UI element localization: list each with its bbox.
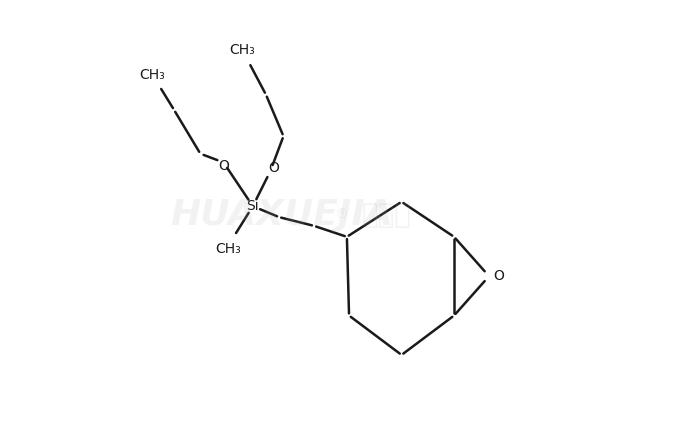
Text: 化学加: 化学加 xyxy=(361,201,411,229)
Text: O: O xyxy=(494,269,505,283)
Text: O: O xyxy=(268,161,279,175)
Text: HUAXUEJIA: HUAXUEJIA xyxy=(170,198,393,232)
Text: CH₃: CH₃ xyxy=(215,241,240,256)
Text: Si: Si xyxy=(247,199,259,213)
Text: ®: ® xyxy=(334,208,348,222)
Text: CH₃: CH₃ xyxy=(229,43,255,57)
Text: CH₃: CH₃ xyxy=(139,68,165,82)
Text: O: O xyxy=(218,159,229,172)
